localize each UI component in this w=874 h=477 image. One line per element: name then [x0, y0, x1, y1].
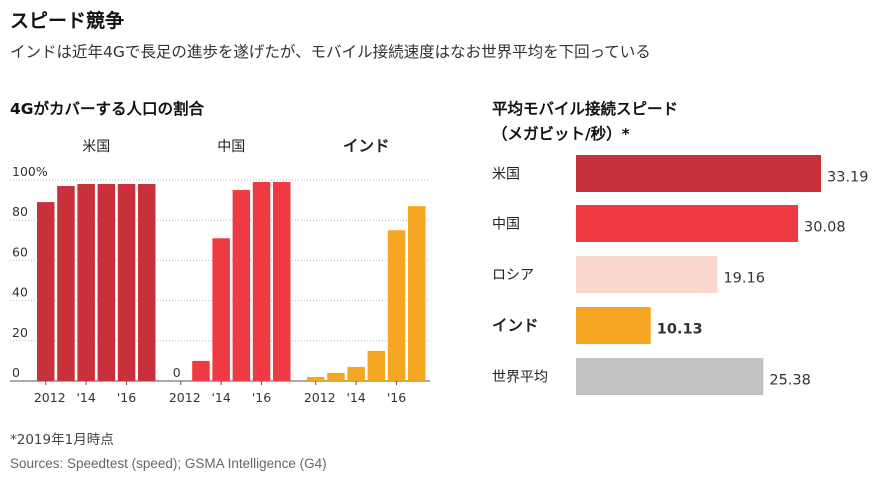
bar-中国-2013 [192, 360, 210, 381]
zero-value-label: 0 [173, 365, 181, 380]
bar-インド-2015 [367, 350, 386, 381]
bar-米国-2012 [37, 202, 55, 381]
speed-category-ロシア: ロシア [492, 268, 534, 284]
x-tick-label: '14 [76, 390, 95, 405]
speed-chart-title: 平均モバイル接続スピード [492, 100, 679, 118]
bar-インド-2017 [408, 206, 426, 381]
bar-インド-2016 [387, 230, 406, 381]
speed-value-label: 25.38 [769, 373, 811, 389]
speed-value-label: 33.19 [827, 170, 869, 186]
speed-category-インド: インド [492, 317, 539, 335]
y-tick-label: 40 [12, 285, 28, 300]
x-tick-label: '14 [346, 390, 365, 405]
speed-value-label: 30.08 [804, 220, 846, 236]
bar-インド-2014 [347, 366, 365, 381]
speed-category-中国: 中国 [492, 217, 520, 233]
speed-bar-米国 [576, 155, 821, 192]
bar-インド-2013 [327, 372, 345, 381]
panel-label-インド: インド [343, 137, 390, 155]
sources-note: Sources: Speedtest (speed); GSMA Intelli… [10, 456, 327, 471]
y-tick-label: 60 [12, 244, 28, 259]
x-tick-label: '16 [117, 390, 136, 405]
x-tick-label: '14 [211, 390, 230, 405]
speed-value-label: 10.13 [657, 322, 703, 338]
bar-インド-2012 [307, 376, 325, 381]
speed-bar-世界平均 [576, 358, 764, 395]
speed-chart-unit: （メガビット/秒）* [492, 125, 630, 143]
speed-bar-中国 [576, 205, 799, 242]
speed-category-米国: 米国 [492, 167, 520, 183]
bar-米国-2013 [57, 186, 75, 381]
page-subtitle: インドは近年4Gで長足の進歩を遂げたが、モバイル接続速度はなお世界平均を下回って… [10, 43, 651, 61]
speed-value-label: 19.16 [723, 271, 765, 287]
speed-category-世界平均: 世界平均 [492, 370, 548, 386]
speed-bar-ロシア [576, 256, 718, 293]
speed-bar-インド [576, 307, 651, 344]
y-tick-label: 100% [12, 164, 48, 179]
bar-米国-2016 [117, 184, 136, 381]
panel-label-米国: 米国 [82, 139, 110, 155]
bar-中国-2017 [273, 182, 291, 381]
y-tick-label: 20 [12, 325, 28, 340]
x-tick-label: 2012 [304, 390, 336, 405]
x-tick-label: 2012 [34, 390, 66, 405]
x-tick-label: 2012 [169, 390, 201, 405]
bar-米国-2014 [77, 184, 95, 381]
footnote: *2019年1月時点 [10, 432, 114, 448]
bar-中国-2015 [232, 190, 251, 381]
bar-中国-2014 [212, 238, 230, 381]
y-tick-label: 0 [12, 365, 20, 380]
x-tick-label: '16 [252, 390, 271, 405]
bar-中国-2016 [252, 182, 271, 381]
y-tick-label: 80 [12, 204, 28, 219]
x-tick-label: '16 [387, 390, 406, 405]
coverage-chart-title: 4Gがカバーする人口の割合 [10, 100, 205, 118]
bar-米国-2015 [97, 184, 116, 381]
page-title: スピード競争 [10, 10, 125, 32]
panel-label-中国: 中国 [217, 139, 245, 155]
bar-米国-2017 [138, 184, 156, 381]
